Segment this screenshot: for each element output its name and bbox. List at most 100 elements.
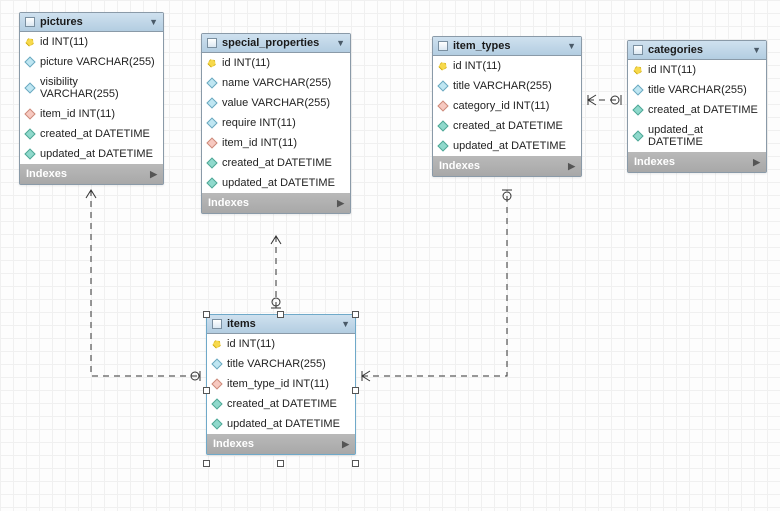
table-items[interactable]: items ▼ id INT(11) title VARCHAR(255) it… (206, 314, 356, 455)
expand-icon[interactable]: ▶ (337, 198, 344, 209)
fk-icon (211, 378, 222, 389)
field-row[interactable]: id INT(11) (20, 32, 163, 52)
table-categories[interactable]: categories ▼ id INT(11) title VARCHAR(25… (627, 40, 767, 173)
field-row[interactable]: created_at DATETIME (20, 124, 163, 144)
field-row[interactable]: title VARCHAR(255) (433, 76, 581, 96)
collapse-icon[interactable]: ▼ (567, 41, 576, 51)
field-row[interactable]: created_at DATETIME (628, 100, 766, 120)
field-label: id INT(11) (222, 57, 270, 69)
field-row[interactable]: updated_at DATETIME (20, 144, 163, 164)
field-row[interactable]: picture VARCHAR(255) (20, 52, 163, 72)
field-row[interactable]: updated_at DATETIME (628, 120, 766, 152)
resize-handle[interactable] (352, 387, 359, 394)
pk-icon (632, 64, 643, 75)
collapse-icon[interactable]: ▼ (752, 45, 761, 55)
field-label: item_id INT(11) (222, 137, 297, 149)
table-title: items (227, 318, 256, 330)
resize-handle[interactable] (352, 460, 359, 467)
field-row[interactable]: category_id INT(11) (433, 96, 581, 116)
pk-icon (24, 36, 35, 47)
indexes-section[interactable]: Indexes▶ (202, 193, 350, 213)
field-label: require INT(11) (222, 117, 296, 129)
pk-icon (206, 57, 217, 68)
resize-handle[interactable] (203, 311, 210, 318)
field-row[interactable]: updated_at DATETIME (433, 136, 581, 156)
expand-icon[interactable]: ▶ (753, 157, 760, 168)
resize-handle[interactable] (277, 311, 284, 318)
indexes-section[interactable]: Indexes ▶ (628, 152, 766, 172)
field-row[interactable]: title VARCHAR(255) (207, 354, 355, 374)
table-title: categories (648, 44, 703, 56)
table-icon (633, 45, 643, 55)
column-icon (632, 84, 643, 95)
field-row[interactable]: created_at DATETIME (207, 394, 355, 414)
expand-icon[interactable]: ▶ (342, 439, 349, 450)
table-header[interactable]: categories ▼ (628, 41, 766, 60)
indexes-label: Indexes (634, 156, 675, 168)
field-row[interactable]: updated_at DATETIME (207, 414, 355, 434)
pk-icon (211, 338, 222, 349)
field-label: title VARCHAR(255) (648, 84, 747, 96)
field-row[interactable]: updated_at DATETIME (202, 173, 350, 193)
datetime-icon (206, 157, 217, 168)
table-title: item_types (453, 40, 510, 52)
field-row[interactable]: created_at DATETIME (202, 153, 350, 173)
resize-handle[interactable] (352, 311, 359, 318)
field-row[interactable]: id INT(11) (202, 53, 350, 73)
table-icon (438, 41, 448, 51)
field-label: item_type_id INT(11) (227, 378, 329, 390)
table-header[interactable]: special_properties ▼ (202, 34, 350, 53)
fk-icon (437, 100, 448, 111)
indexes-section[interactable]: Indexes▶ (207, 434, 355, 454)
indexes-section[interactable]: Indexes ▶ (433, 156, 581, 176)
field-row[interactable]: item_id INT(11) (20, 104, 163, 124)
expand-icon[interactable]: ▶ (150, 169, 157, 180)
field-row[interactable]: visibility VARCHAR(255) (20, 72, 163, 104)
collapse-icon[interactable]: ▼ (341, 319, 350, 329)
field-label: value VARCHAR(255) (222, 97, 330, 109)
field-row[interactable]: value VARCHAR(255) (202, 93, 350, 113)
table-pictures[interactable]: pictures ▼ id INT(11) picture VARCHAR(25… (19, 12, 164, 185)
field-row[interactable]: created_at DATETIME (433, 116, 581, 136)
field-label: created_at DATETIME (648, 104, 758, 116)
resize-handle[interactable] (203, 460, 210, 467)
collapse-icon[interactable]: ▼ (149, 17, 158, 27)
indexes-section[interactable]: Indexes▶ (20, 164, 163, 184)
field-label: updated_at DATETIME (648, 124, 760, 148)
resize-handle[interactable] (277, 460, 284, 467)
field-row[interactable]: require INT(11) (202, 113, 350, 133)
field-row[interactable]: item_type_id INT(11) (207, 374, 355, 394)
resize-handle[interactable] (203, 387, 210, 394)
table-icon (207, 38, 217, 48)
field-label: title VARCHAR(255) (453, 80, 552, 92)
field-label: category_id INT(11) (453, 100, 549, 112)
table-icon (212, 319, 222, 329)
field-label: updated_at DATETIME (453, 140, 566, 152)
field-label: id INT(11) (227, 338, 275, 350)
table-header[interactable]: pictures ▼ (20, 13, 163, 32)
field-row[interactable]: name VARCHAR(255) (202, 73, 350, 93)
field-row[interactable]: id INT(11) (433, 56, 581, 76)
pk-icon (437, 60, 448, 71)
datetime-icon (437, 120, 448, 131)
field-row[interactable]: id INT(11) (207, 334, 355, 354)
datetime-icon (632, 130, 643, 141)
field-label: updated_at DATETIME (40, 148, 153, 160)
table-special-properties[interactable]: special_properties ▼ id INT(11) name VAR… (201, 33, 351, 214)
field-label: updated_at DATETIME (227, 418, 340, 430)
field-label: updated_at DATETIME (222, 177, 335, 189)
field-row[interactable]: item_id INT(11) (202, 133, 350, 153)
field-row[interactable]: title VARCHAR(255) (628, 80, 766, 100)
datetime-icon (211, 398, 222, 409)
datetime-icon (24, 148, 35, 159)
column-icon (437, 80, 448, 91)
field-label: created_at DATETIME (227, 398, 337, 410)
table-header[interactable]: item_types ▼ (433, 37, 581, 56)
indexes-label: Indexes (439, 160, 480, 172)
datetime-icon (437, 140, 448, 151)
collapse-icon[interactable]: ▼ (336, 38, 345, 48)
table-item-types[interactable]: item_types ▼ id INT(11) title VARCHAR(25… (432, 36, 582, 177)
expand-icon[interactable]: ▶ (568, 161, 575, 172)
field-row[interactable]: id INT(11) (628, 60, 766, 80)
table-title: special_properties (222, 37, 319, 49)
